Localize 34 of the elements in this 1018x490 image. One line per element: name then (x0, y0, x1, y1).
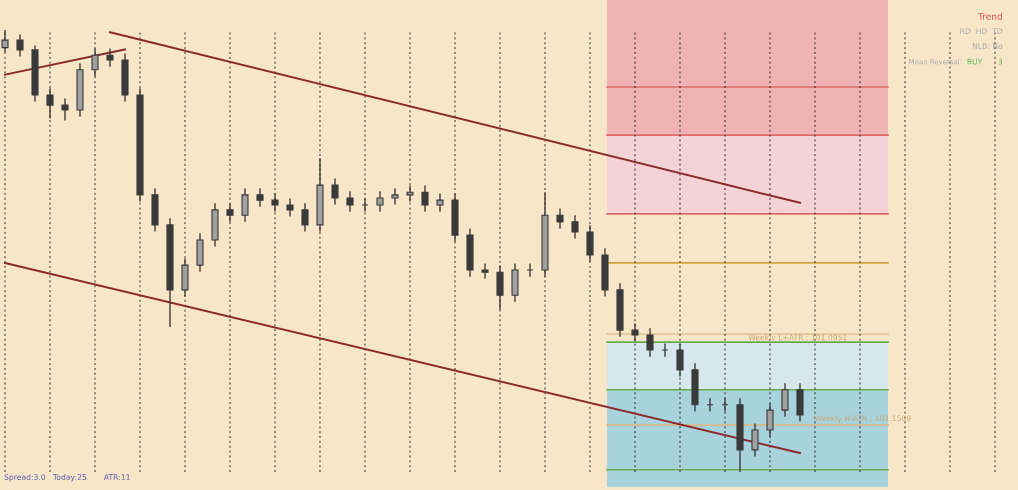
candlestick (676, 342, 684, 378)
candlestick (586, 224, 594, 263)
candlestick (526, 262, 534, 278)
candlestick (766, 402, 774, 438)
candlestick (781, 382, 789, 418)
candlestick (91, 47, 99, 78)
candlestick (271, 192, 279, 213)
candlestick (661, 342, 669, 358)
candlestick (556, 207, 564, 230)
candlestick (391, 187, 399, 206)
candlestick (421, 184, 429, 213)
text: Trend (978, 12, 1002, 20)
candlestick (631, 322, 639, 343)
candlestick (301, 202, 309, 233)
candlestick (571, 214, 579, 240)
candlestick (751, 422, 759, 458)
candlestick (286, 197, 294, 218)
candlestick (406, 184, 414, 203)
candlestick (361, 197, 369, 213)
candlestick (241, 187, 249, 223)
candlestick (436, 192, 444, 213)
candlestick (646, 327, 654, 358)
candlestick (61, 97, 69, 122)
candlestick (346, 190, 354, 213)
candlestick (496, 264, 504, 311)
candlestick (16, 33, 24, 58)
candlestick (256, 187, 264, 208)
candlestick (106, 47, 114, 68)
candlestick (1, 30, 9, 53)
candlestick (331, 177, 339, 206)
candlestick (481, 262, 489, 280)
candlestick (46, 87, 54, 120)
candlestick (376, 190, 384, 213)
candlestick (226, 202, 234, 223)
